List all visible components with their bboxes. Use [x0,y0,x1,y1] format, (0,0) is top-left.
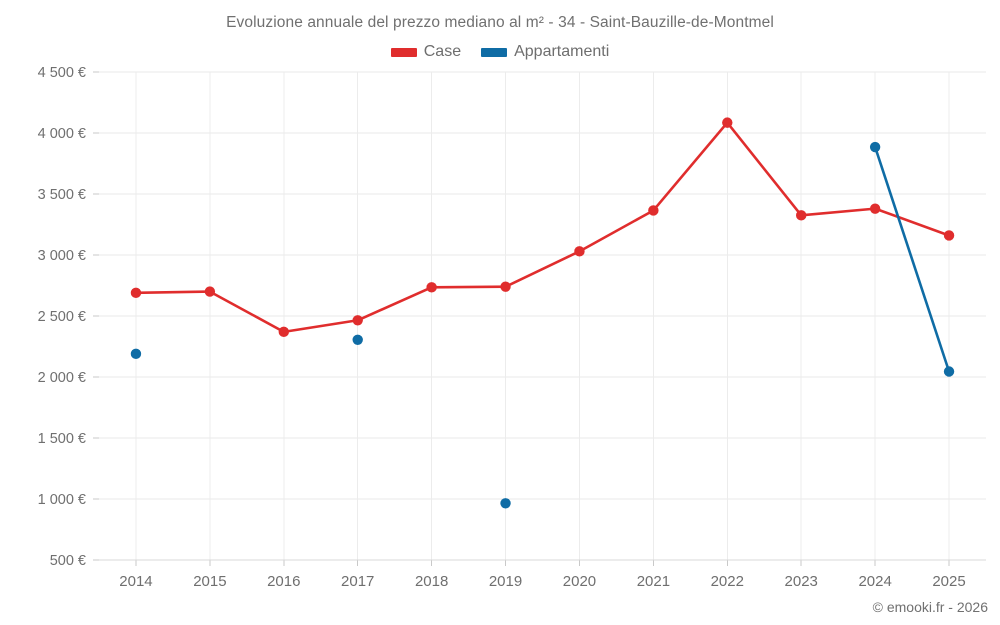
data-point-case-2019[interactable] [500,281,511,292]
data-point-case-2025[interactable] [943,230,955,241]
legend-label-case: Case [423,43,462,60]
x-axis-tick-label: 2016 [267,573,300,590]
y-axis-tick-label: 2 500 € [38,309,86,325]
x-axis-tick-label: 2017 [341,573,374,590]
chart-credit: © emooki.fr - 2026 [872,599,988,615]
legend-label-appartamenti: Appartamenti [514,43,610,60]
y-axis-tick-label: 4 500 € [38,65,86,81]
series-segment-case [504,250,581,289]
x-axis-tick-label: 2025 [932,573,965,590]
x-axis-tick-label: 2022 [711,573,744,590]
legend-item-appartamenti[interactable]: Appartamenti [481,44,609,60]
data-point-case-2024[interactable] [869,203,881,214]
series-segment-case [208,290,286,334]
series-segment-case [282,318,360,334]
x-axis-tick-label: 2024 [858,573,891,590]
y-axis-tick-label: 2 000 € [38,370,86,386]
data-point-appartamenti-2025[interactable] [943,366,955,377]
y-axis-tick-label: 500 € [50,553,86,569]
legend-swatch-case [390,47,417,57]
x-axis-tick-label: 2020 [563,573,596,590]
series-segment-appartamenti [873,145,951,373]
x-axis-tick-label: 2015 [193,573,226,590]
x-axis-tick-label: 2019 [489,573,522,590]
data-point-case-2022[interactable] [722,117,733,128]
series-segment-case [725,121,803,217]
series-segment-case [356,286,433,322]
data-point-case-2015[interactable] [204,286,216,297]
x-axis-tick-label: 2023 [785,573,818,590]
series-segment-case [873,207,951,237]
chart-title: Evoluzione annuale del prezzo mediano al… [226,14,774,31]
data-point-appartamenti-2019[interactable] [500,498,511,509]
x-axis-tick-label: 2014 [119,573,152,590]
legend-swatch-appartamenti [481,47,508,57]
series-segment-case [799,207,877,217]
series-segment-case [430,285,507,289]
x-axis-tick-label: 2018 [415,573,448,590]
chart-legend: Case Appartamenti [0,44,1000,60]
data-point-case-2014[interactable] [130,287,142,299]
series-segment-case [134,290,212,295]
series-segment-case [652,121,729,212]
data-point-appartamenti-2024[interactable] [869,141,881,153]
x-axis-tick-label: 2021 [637,573,670,590]
y-axis-tick-label: 3 500 € [38,187,86,203]
data-point-case-2017[interactable] [352,315,363,326]
y-axis-tick-label: 3 000 € [38,248,86,264]
data-point-case-2018[interactable] [426,282,437,293]
y-axis-tick-label: 1 000 € [38,492,86,508]
series-segment-case [578,209,655,253]
data-point-case-2021[interactable] [648,205,659,216]
y-axis-tick-label: 4 000 € [38,126,86,142]
legend-item-case[interactable]: Case [390,43,462,60]
data-point-case-2023[interactable] [796,210,807,221]
data-point-appartamenti-2017[interactable] [352,334,363,345]
data-point-appartamenti-2014[interactable] [130,348,142,360]
data-point-case-2016[interactable] [278,326,289,338]
data-point-case-2020[interactable] [574,246,585,257]
y-axis-tick-label: 1 500 € [38,431,86,447]
